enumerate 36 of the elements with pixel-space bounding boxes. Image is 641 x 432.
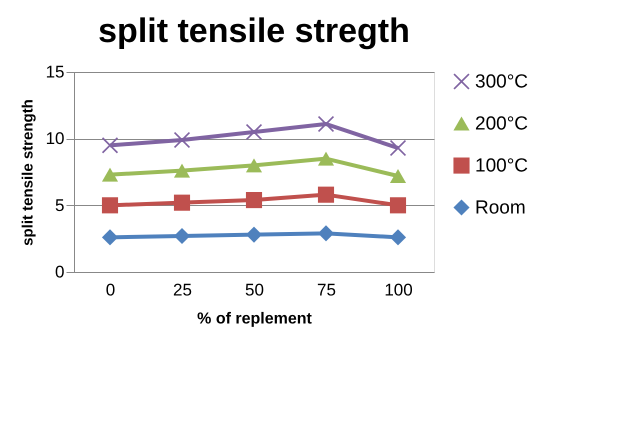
point	[102, 229, 118, 246]
legend-label: Room	[475, 198, 526, 218]
point	[174, 164, 190, 178]
point	[174, 132, 190, 148]
point	[102, 197, 118, 214]
y-tick-label: 5	[55, 196, 64, 215]
legend-label: 200°C	[475, 114, 528, 134]
x-axis-title: % of replement	[197, 310, 313, 328]
y-tick-label: 0	[55, 262, 64, 282]
y-axis-title: split tensile strength	[20, 99, 37, 246]
legend-label: 300°C	[475, 72, 528, 92]
point	[318, 116, 334, 132]
point	[246, 158, 262, 172]
point	[390, 140, 406, 156]
point	[246, 124, 262, 140]
point	[390, 169, 406, 183]
point	[318, 152, 334, 166]
x-tick-label: 50	[245, 280, 264, 300]
point	[174, 228, 190, 244]
point	[390, 197, 406, 214]
point	[318, 186, 334, 203]
point	[246, 226, 262, 243]
point	[318, 225, 334, 242]
point	[102, 137, 118, 154]
x-tick-label: 25	[173, 280, 192, 300]
x-tick-label: 100	[384, 280, 413, 300]
point	[246, 192, 262, 208]
point	[174, 194, 190, 211]
y-tick-label: 10	[46, 129, 64, 148]
y-tick-label: 15	[46, 62, 64, 82]
point	[102, 168, 118, 182]
legend-label: 100°C	[475, 156, 528, 176]
x-tick-label: 75	[317, 280, 336, 300]
chart-title: split tensile stregth	[98, 12, 410, 50]
point	[390, 229, 406, 246]
x-tick-label: 0	[106, 280, 116, 300]
